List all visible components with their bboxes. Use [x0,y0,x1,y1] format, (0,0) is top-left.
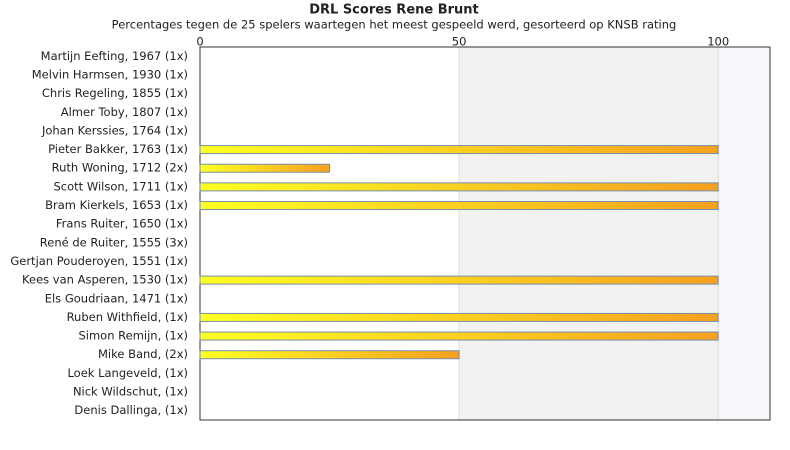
y-tick-label: Els Goudriaan, 1471 (1x) [45,291,188,305]
y-tick-label: Scott Wilson, 1711 (1x) [54,179,189,193]
x-tick-label: 100 [707,35,729,49]
y-tick-label: René de Ruiter, 1555 (3x) [40,235,188,249]
y-tick-label: Denis Dallinga, (1x) [74,403,188,417]
band [459,47,719,420]
bar [199,312,719,322]
band [200,47,460,420]
y-tick-label: Ruben Withfield, (1x) [67,310,188,324]
chart-title: DRL Scores Rene Brunt [309,3,479,18]
chart-subtitle: Percentages tegen de 25 spelers waartege… [112,18,677,32]
y-tick-label: Simon Remijn, (1x) [78,329,188,343]
y-tick-label: Bram Kierkels, 1653 (1x) [45,198,188,212]
bar [199,350,460,360]
x-tick-label: 0 [196,35,203,49]
y-tick-label: Loek Langeveld, (1x) [67,366,188,380]
y-tick-label: Ruth Woning, 1712 (2x) [52,161,188,175]
y-tick-label: Pieter Bakker, 1763 (1x) [48,142,188,156]
y-tick-label: Almer Toby, 1807 (1x) [61,105,188,119]
bar [199,182,719,192]
plot-frame [199,46,771,421]
y-tick-label: Melvin Harmsen, 1930 (1x) [32,67,188,81]
bar [199,163,331,173]
y-tick-label: Johan Kerssies, 1764 (1x) [41,123,188,137]
y-tick-label: Gertjan Pouderoyen, 1551 (1x) [10,254,188,268]
y-tick-label: Chris Regeling, 1855 (1x) [42,86,188,100]
bar [199,145,719,155]
bar [199,331,719,341]
band [718,47,770,420]
y-tick-label: Frans Ruiter, 1650 (1x) [56,217,188,231]
y-tick-label: Nick Wildschut, (1x) [73,385,188,399]
x-tick-label: 50 [452,35,467,49]
bar [199,201,719,211]
y-tick-label: Martijn Eefting, 1967 (1x) [41,49,188,63]
y-tick-label: Mike Band, (2x) [98,347,188,361]
bar [199,275,719,285]
y-tick-label: Kees van Asperen, 1530 (1x) [22,273,188,287]
